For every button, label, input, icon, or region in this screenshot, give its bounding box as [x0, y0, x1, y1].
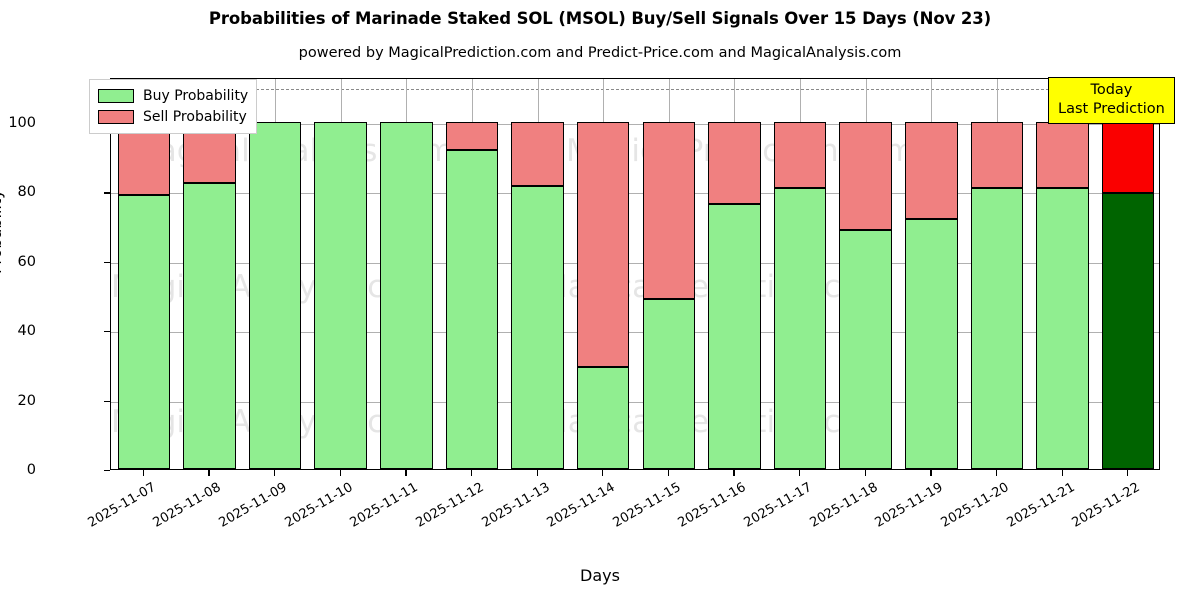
y-tick-label: 40	[17, 323, 36, 340]
bar-segment-sell[interactable]	[708, 122, 761, 204]
legend-label-sell: Sell Probability	[143, 108, 247, 125]
x-tick-mark	[1061, 470, 1063, 476]
bar-2025-11-10[interactable]	[314, 77, 367, 469]
x-tick-mark	[667, 470, 669, 476]
reference-dashed-line	[111, 89, 1159, 91]
bar-segment-buy[interactable]	[708, 203, 761, 469]
y-axis-label: Probability	[0, 189, 5, 274]
x-tick-mark	[339, 470, 341, 476]
bar-segment-buy[interactable]	[839, 229, 892, 469]
x-tick-mark	[208, 470, 210, 476]
x-tick-mark	[405, 470, 407, 476]
x-tick-mark	[733, 470, 735, 476]
bar-segment-buy[interactable]	[1036, 188, 1089, 469]
bar-2025-11-16[interactable]	[708, 77, 761, 469]
bar-segment-buy[interactable]	[1101, 193, 1155, 469]
x-tick-mark	[274, 470, 276, 476]
bar-segment-sell[interactable]	[839, 122, 892, 230]
today-annotation: Today Last Prediction	[1048, 77, 1175, 124]
bar-segment-buy[interactable]	[183, 182, 236, 469]
chart-title: Probabilities of Marinade Staked SOL (MS…	[208, 9, 992, 28]
bar-segment-buy[interactable]	[380, 122, 433, 469]
bar-segment-sell[interactable]	[576, 122, 630, 367]
bar-segment-sell[interactable]	[445, 122, 499, 150]
legend-item-sell: Sell Probability	[98, 106, 248, 127]
bar-segment-buy[interactable]	[905, 219, 958, 469]
today-annotation-line1: Today	[1090, 82, 1133, 98]
y-tick-label: 0	[26, 462, 36, 478]
y-tick-mark	[104, 331, 110, 333]
bar-segment-buy[interactable]	[970, 188, 1024, 469]
bar-segment-sell[interactable]	[970, 122, 1024, 189]
bar-2025-11-14[interactable]	[576, 77, 630, 469]
y-tick-label: 20	[17, 392, 36, 409]
bar-segment-buy[interactable]	[642, 299, 696, 469]
gridline-horizontal	[111, 124, 1159, 126]
x-tick-mark	[1127, 470, 1129, 476]
bar-2025-11-15[interactable]	[642, 77, 696, 469]
y-tick-label: 60	[17, 253, 36, 270]
gridline-horizontal	[111, 332, 1159, 334]
bar-2025-11-18[interactable]	[839, 77, 892, 469]
bar-2025-11-21[interactable]	[1036, 77, 1089, 469]
x-tick-mark	[995, 470, 998, 476]
y-tick-mark	[104, 470, 110, 472]
bar-segment-buy[interactable]	[576, 366, 630, 469]
legend-label-buy: Buy Probability	[143, 87, 249, 104]
y-tick-mark	[104, 261, 110, 264]
bar-2025-11-22[interactable]	[1101, 77, 1155, 469]
bar-2025-11-11[interactable]	[380, 77, 433, 469]
bar-segment-buy[interactable]	[314, 122, 367, 469]
bar-2025-11-20[interactable]	[970, 77, 1024, 469]
bar-2025-11-19[interactable]	[905, 77, 958, 469]
gridline-horizontal	[111, 262, 1159, 264]
bar-2025-11-13[interactable]	[511, 77, 564, 469]
bar-2025-11-09[interactable]	[248, 77, 302, 469]
bar-2025-11-12[interactable]	[445, 77, 499, 469]
bar-segment-buy[interactable]	[445, 149, 499, 469]
x-tick-mark	[142, 470, 144, 476]
today-annotation-line2: Last Prediction	[1058, 101, 1165, 117]
bar-segment-sell[interactable]	[1101, 122, 1155, 194]
bar-segment-sell[interactable]	[642, 122, 696, 300]
bar-2025-11-08[interactable]	[183, 77, 236, 469]
bar-segment-sell[interactable]	[773, 122, 827, 189]
bar-segment-sell[interactable]	[511, 122, 564, 187]
y-tick-label: 80	[17, 184, 36, 201]
bar-segment-buy[interactable]	[117, 194, 171, 469]
bar-segment-buy[interactable]	[773, 188, 827, 469]
legend-swatch-buy	[98, 88, 134, 103]
y-tick-mark	[104, 400, 110, 402]
bar-2025-11-17[interactable]	[773, 77, 827, 469]
bar-2025-11-07[interactable]	[117, 77, 171, 469]
x-tick-mark	[799, 470, 801, 476]
y-tick-mark	[104, 192, 110, 194]
bar-segment-buy[interactable]	[248, 122, 302, 469]
legend-item-buy: Buy Probability	[98, 85, 248, 106]
gridline-horizontal	[111, 401, 1159, 403]
legend-swatch-sell	[98, 109, 134, 124]
bar-segment-sell[interactable]	[1036, 122, 1089, 189]
plot-area: MagicalAnalysis.comMagicalPrediction.com…	[110, 78, 1160, 470]
chart-legend: Buy Probability Sell Probability	[89, 79, 258, 134]
x-tick-mark	[470, 470, 473, 476]
bar-segment-sell[interactable]	[905, 122, 958, 220]
gridline-horizontal	[111, 193, 1159, 195]
x-tick-mark	[864, 470, 866, 476]
bar-segment-buy[interactable]	[511, 186, 564, 469]
y-tick-label: 100	[8, 115, 36, 132]
x-tick-mark	[602, 470, 604, 476]
chart-subtitle: powered by MagicalPrediction.com and Pre…	[298, 45, 902, 61]
bar-segment-sell[interactable]	[117, 122, 171, 195]
x-axis-label: Days	[580, 566, 620, 585]
x-tick-mark	[536, 470, 538, 476]
x-tick-mark	[930, 470, 932, 476]
